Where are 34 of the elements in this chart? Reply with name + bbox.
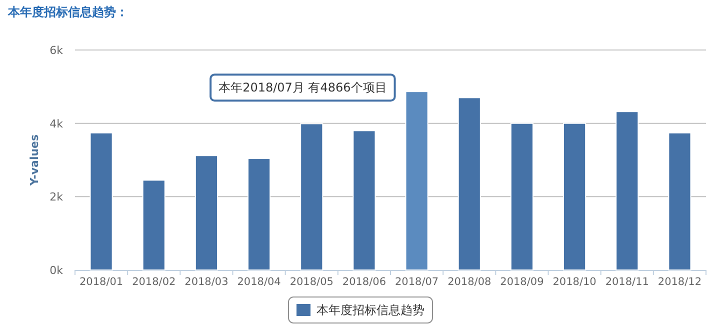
bar xyxy=(300,123,324,270)
bar xyxy=(458,97,481,270)
x-tick-label: 2018/07 xyxy=(394,276,439,288)
x-tick-label: 2018/01 xyxy=(79,276,124,288)
bar xyxy=(194,155,218,270)
x-tick-label: 2018/09 xyxy=(500,276,544,288)
bar xyxy=(405,91,428,270)
x-tick-label: 2018/05 xyxy=(290,276,334,288)
x-tick-label: 2018/02 xyxy=(132,276,176,288)
annotation: 本年2018/07月 有4866个项目 xyxy=(218,80,387,95)
bar xyxy=(90,132,113,270)
bar xyxy=(142,180,166,270)
x-tick-label: 2018/11 xyxy=(605,276,649,288)
x-tick-label: 2018/03 xyxy=(184,276,228,288)
bar xyxy=(510,122,534,270)
y-tick-label: 0k xyxy=(50,264,64,277)
y-axis-title: Y-values xyxy=(28,134,41,187)
y-tick-label: 4k xyxy=(50,117,64,130)
x-tick-label: 2018/04 xyxy=(237,276,282,288)
x-tick-label: 2018/06 xyxy=(342,276,386,288)
bar xyxy=(668,132,692,270)
legend-label: 本年度招标信息趋势 xyxy=(316,303,424,317)
bar xyxy=(616,111,639,270)
y-tick-label: 6k xyxy=(50,44,64,57)
bar xyxy=(563,122,586,270)
chart-title: 本年度招标信息趋势： xyxy=(7,5,128,19)
legend: 本年度招标信息趋势 xyxy=(288,296,433,324)
x-tick-label: 2018/08 xyxy=(448,276,492,288)
y-tick-label: 2k xyxy=(50,190,64,204)
annotation: 本年2018/07月 有4866个项目 xyxy=(210,74,396,102)
bar xyxy=(352,130,376,270)
x-tick-label: 2018/10 xyxy=(552,276,596,288)
bar xyxy=(248,158,271,270)
x-tick-label: 2018/12 xyxy=(658,276,702,288)
